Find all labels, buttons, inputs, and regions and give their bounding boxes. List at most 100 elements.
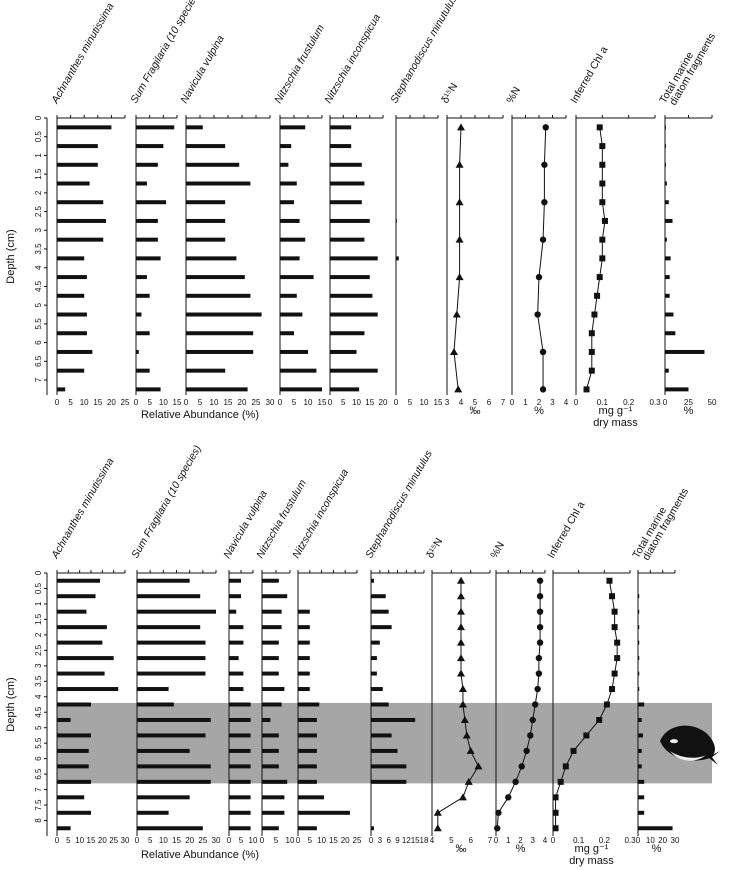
marker	[603, 701, 610, 708]
bar	[262, 609, 282, 614]
bar	[262, 578, 279, 583]
bar	[280, 349, 308, 354]
bar	[371, 826, 374, 831]
bar	[638, 810, 645, 815]
x-tick-label: 4	[564, 398, 569, 407]
bar	[396, 256, 399, 261]
x-tick-label: 25	[109, 836, 118, 845]
bar	[665, 387, 689, 392]
x-tick-label: 10	[352, 398, 361, 407]
bar	[638, 826, 673, 831]
x-tick-label: 0	[510, 398, 515, 407]
bar	[57, 237, 104, 242]
bar	[57, 748, 89, 753]
marker	[591, 311, 598, 318]
x-tick-label: 0.2	[599, 836, 611, 845]
bar	[371, 578, 374, 583]
bar	[262, 748, 279, 753]
marker	[457, 576, 465, 584]
x-tick-label: 0.1	[597, 398, 609, 407]
bar	[330, 181, 365, 186]
bar	[136, 293, 150, 298]
x-tick-label: 0	[663, 398, 668, 407]
marker	[539, 348, 547, 356]
bar	[186, 162, 240, 167]
marker	[534, 685, 541, 693]
bar	[186, 387, 248, 392]
x-tick-label: 12	[402, 836, 411, 845]
x-tick-label: 25	[353, 836, 362, 845]
x-tick-label: 0.2	[623, 398, 635, 407]
bar	[229, 625, 244, 630]
unit-label: ‰	[470, 405, 481, 417]
x-tick-label: 10	[317, 836, 326, 845]
bar	[280, 162, 289, 167]
bar	[280, 275, 314, 280]
bar	[280, 144, 292, 149]
unit-label: ‰	[456, 843, 467, 855]
marker	[599, 199, 606, 206]
marker	[596, 716, 603, 723]
panel-title: Achnanthes minutissima	[49, 456, 117, 562]
bar	[136, 218, 158, 223]
x-tick-label: 0	[296, 836, 301, 845]
y-tick-label: 8	[34, 818, 43, 823]
x-tick-label: 0.1	[573, 836, 585, 845]
bar	[137, 640, 206, 645]
y-tick-label: 5.5	[34, 318, 43, 330]
marker	[455, 235, 464, 243]
bar	[186, 125, 203, 130]
bar	[330, 218, 370, 223]
marker	[452, 310, 461, 318]
bar	[638, 795, 645, 800]
marker	[529, 716, 536, 724]
x-tick-label: 0	[551, 836, 556, 845]
x-tick-label: 5	[198, 398, 203, 407]
marker	[552, 825, 559, 832]
marker	[609, 686, 616, 693]
x-tick-label: 50	[708, 398, 717, 407]
bar	[57, 810, 91, 815]
bar	[298, 795, 324, 800]
unit-label: %	[684, 405, 694, 417]
bar	[371, 733, 392, 738]
bar	[665, 293, 670, 298]
x-tick-label: 30	[266, 398, 275, 407]
bar	[229, 748, 251, 753]
marker	[457, 607, 465, 615]
bar	[665, 237, 667, 242]
x-tick-label: 5	[292, 398, 297, 407]
bar	[186, 144, 226, 149]
bar	[57, 387, 66, 392]
marker	[599, 255, 606, 262]
panel-title: %N	[488, 540, 507, 561]
x-tick-label: 5	[68, 398, 73, 407]
bar	[280, 331, 294, 336]
bar	[57, 640, 103, 645]
bar	[371, 717, 416, 722]
whale-icon	[660, 725, 720, 766]
marker	[539, 386, 547, 393]
bar	[57, 144, 98, 149]
x-tick-label: 6	[487, 398, 492, 407]
y-tick-label: 4	[34, 694, 43, 699]
y-tick-label: 6.5	[34, 768, 43, 780]
bar	[280, 218, 300, 223]
whale-belly	[670, 751, 706, 761]
bar	[136, 368, 150, 373]
unit-label: %	[652, 843, 662, 855]
bar	[137, 795, 190, 800]
bar	[229, 671, 244, 676]
marker	[536, 577, 544, 584]
bar	[57, 656, 114, 661]
bar	[229, 764, 251, 769]
x-axis-label: Relative Abundance (%)	[141, 849, 259, 861]
y-tick-label: 5	[34, 725, 43, 730]
bar	[665, 275, 670, 280]
bar	[57, 779, 91, 784]
bar	[136, 144, 164, 149]
marker	[536, 608, 544, 615]
bar	[229, 640, 244, 645]
x-tick-label: 15	[93, 398, 102, 407]
bar	[186, 256, 237, 261]
